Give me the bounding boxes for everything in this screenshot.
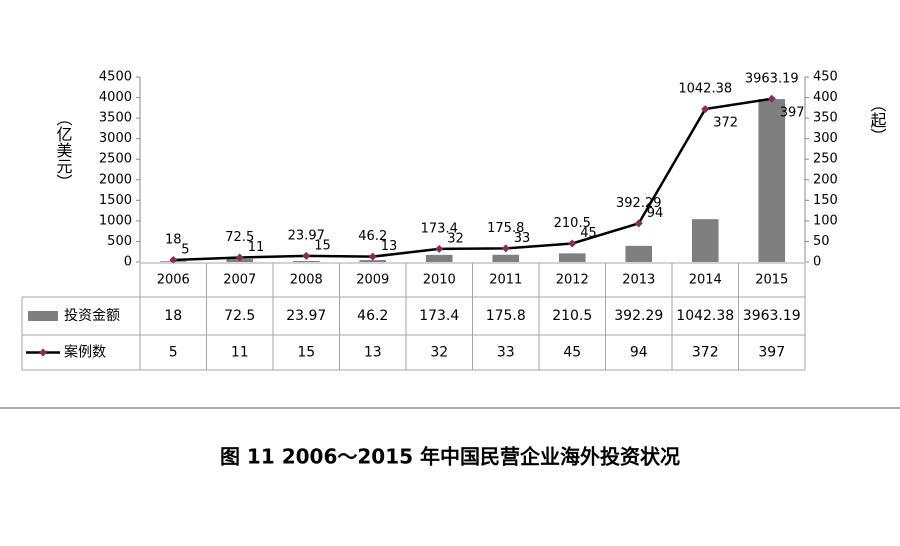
table-cell: 3963.19 (743, 308, 801, 324)
line-value-label: 372 (713, 116, 738, 131)
y-axis-title: （亿美元） (54, 110, 73, 190)
y2-tick-label: 250 (813, 152, 838, 167)
table-cell: 1042.38 (676, 308, 734, 324)
x-tick-label: 2015 (755, 273, 788, 288)
y-tick-label: 500 (107, 234, 132, 249)
table-cell: 173.4 (419, 308, 459, 324)
y2-tick-label: 50 (813, 234, 830, 249)
y-tick-label: 4000 (99, 90, 132, 105)
table-cell: 392.29 (614, 308, 663, 324)
x-tick-label: 2007 (223, 273, 256, 288)
y-tick-label: 3500 (99, 111, 132, 126)
bar-value-label: 46.2 (358, 229, 387, 244)
table-cell: 33 (497, 345, 515, 361)
line-marker (701, 105, 710, 114)
y-tick-label: 1000 (99, 213, 132, 228)
line-marker (501, 244, 510, 253)
bar (492, 254, 520, 262)
y2-tick-label: 200 (813, 172, 838, 187)
table-cell: 46.2 (357, 308, 388, 324)
legend-swatch (28, 311, 58, 321)
table-cell: 11 (231, 345, 249, 361)
x-tick-label: 2006 (157, 273, 190, 288)
line-marker (767, 94, 776, 103)
bar (625, 245, 653, 262)
y-tick-label: 1500 (99, 193, 132, 208)
x-tick-label: 2014 (689, 273, 722, 288)
y2-tick-label: 300 (813, 131, 838, 146)
line-value-label: 13 (381, 239, 398, 254)
legend-marker (39, 348, 47, 357)
line-marker (235, 253, 244, 262)
y-tick-label: 0 (124, 255, 132, 270)
y2-tick-label: 150 (813, 193, 838, 208)
bar-value-label: 1042.38 (678, 82, 732, 97)
y-tick-label: 4500 (99, 70, 132, 85)
table-cell: 18 (164, 308, 182, 324)
y2-tick-label: 100 (813, 213, 838, 228)
x-tick-label: 2013 (622, 273, 655, 288)
line-value-label: 11 (248, 240, 265, 255)
chart-title: 图 11 2006～2015 年中国民营企业海外投资状况 (220, 445, 680, 469)
y2-tick-label: 350 (813, 111, 838, 126)
table-cell: 13 (364, 345, 382, 361)
bar-value-label: 173.4 (421, 221, 458, 236)
bar-value-label: 392.29 (616, 196, 662, 211)
x-tick-label: 2012 (556, 273, 589, 288)
line-value-label: 32 (447, 231, 464, 246)
bar (292, 261, 320, 262)
bar-value-label: 175.8 (487, 221, 524, 236)
table-cell: 45 (563, 345, 581, 361)
table-cell: 5 (169, 345, 178, 361)
y-tick-label: 3000 (99, 131, 132, 146)
line-value-label: 397 (780, 105, 805, 120)
legend-label: 投资金额 (64, 308, 120, 324)
line-value-label: 33 (514, 231, 531, 246)
legend-label: 案例数 (64, 344, 106, 361)
table-cell: 72.5 (224, 308, 255, 324)
line-marker (435, 244, 444, 253)
line-marker (302, 251, 311, 260)
line-value-label: 94 (647, 206, 664, 221)
table-cell: 175.8 (486, 308, 526, 324)
x-tick-label: 2009 (356, 273, 389, 288)
bar-value-label: 23.97 (288, 228, 325, 243)
table-cell: 32 (430, 345, 448, 361)
y2-axis-title: （起） (868, 96, 887, 144)
bar (691, 219, 719, 262)
table-cell: 23.97 (286, 308, 326, 324)
bar-value-label: 18 (165, 232, 182, 247)
bar-value-label: 210.5 (554, 216, 591, 231)
table-cell: 210.5 (552, 308, 592, 324)
bar (359, 260, 387, 262)
bar (558, 253, 586, 262)
line-value-label: 45 (580, 226, 597, 241)
line-marker (568, 239, 577, 248)
y-tick-label: 2500 (99, 152, 132, 167)
line-marker (368, 252, 377, 261)
x-tick-label: 2010 (423, 273, 456, 288)
bar (425, 254, 453, 262)
x-tick-label: 2008 (290, 273, 323, 288)
line-value-label: 15 (314, 238, 331, 253)
table-cell: 372 (692, 345, 719, 361)
y2-tick-label: 400 (813, 90, 838, 105)
bar (758, 99, 786, 263)
y2-tick-label: 450 (813, 70, 838, 85)
bar-value-label: 72.5 (225, 230, 254, 245)
line-marker (169, 255, 178, 264)
table-cell: 397 (758, 345, 785, 361)
y2-tick-label: 0 (813, 255, 821, 270)
line-marker (634, 219, 643, 228)
table-cell: 94 (630, 345, 648, 361)
table-cell: 15 (297, 345, 315, 361)
line-value-label: 5 (181, 242, 189, 257)
y-tick-label: 2000 (99, 172, 132, 187)
bar-value-label: 3963.19 (745, 71, 799, 86)
x-tick-label: 2011 (489, 273, 522, 288)
line (173, 97, 772, 262)
